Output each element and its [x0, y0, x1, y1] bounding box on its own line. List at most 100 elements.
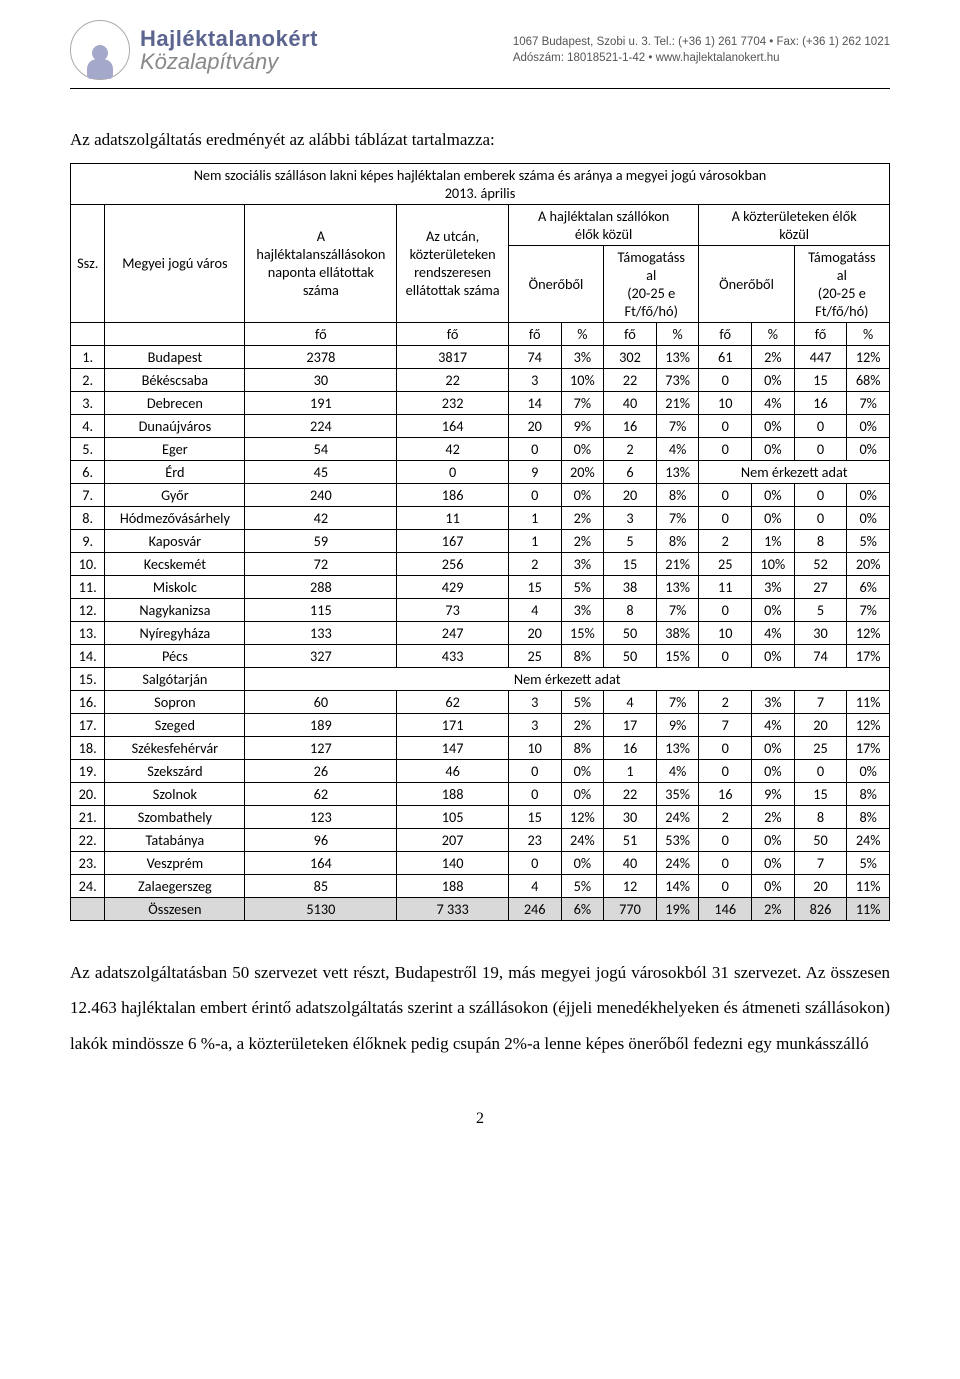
table-cell: Nagykanizsa — [105, 598, 245, 621]
table-cell: 11 — [699, 575, 752, 598]
table-cell: 15 — [508, 805, 561, 828]
table-cell: 0 — [508, 782, 561, 805]
table-cell: 19. — [71, 759, 105, 782]
table-cell: 7% — [847, 598, 890, 621]
table-cell: Szolnok — [105, 782, 245, 805]
table-row: 1.Budapest23783817743%30213%612%44712% — [71, 345, 890, 368]
table-cell: 16 — [699, 782, 752, 805]
units-blank — [105, 322, 245, 345]
table-cell: 2 — [699, 690, 752, 713]
table-cell: Zalaegerszeg — [105, 874, 245, 897]
table-cell: 0 — [699, 874, 752, 897]
table-cell: 8 — [604, 598, 657, 621]
table-cell: 13. — [71, 621, 105, 644]
table-cell: 0% — [752, 368, 795, 391]
unit-pct: % — [847, 322, 890, 345]
table-row: 13.Nyíregyháza1332472015%5038%104%3012% — [71, 621, 890, 644]
table-cell: 27 — [794, 575, 847, 598]
table-cell: 9% — [561, 414, 604, 437]
table-cell: 4% — [752, 391, 795, 414]
table-cell: 7% — [656, 690, 699, 713]
table-cell: 7 — [794, 690, 847, 713]
table-cell: 0 — [699, 828, 752, 851]
table-cell: 11 — [397, 506, 508, 529]
total-c1p: 6% — [561, 897, 604, 920]
table-cell: 127 — [245, 736, 397, 759]
units-blank — [71, 322, 105, 345]
table-cell: 0 — [699, 368, 752, 391]
table-cell: 9 — [508, 460, 561, 483]
table-cell: 60 — [245, 690, 397, 713]
table-cell: 0% — [752, 851, 795, 874]
table-cell: 0% — [752, 736, 795, 759]
table-cell: 186 — [397, 483, 508, 506]
table-row: 16.Sopron606235%47%23%711% — [71, 690, 890, 713]
table-cell: 10. — [71, 552, 105, 575]
table-row: 3.Debrecen191232147%4021%104%167% — [71, 391, 890, 414]
table-cell: 1% — [752, 529, 795, 552]
table-cell: 0 — [794, 759, 847, 782]
data-table: Nem szociális szálláson lakni képes hajl… — [70, 163, 890, 921]
table-cell: 0 — [794, 506, 847, 529]
table-cell: 164 — [245, 851, 397, 874]
table-cell: 133 — [245, 621, 397, 644]
table-cell: 12% — [847, 345, 890, 368]
table-cell: 51 — [604, 828, 657, 851]
table-cell: Szekszárd — [105, 759, 245, 782]
table-cell: Székesfehérvár — [105, 736, 245, 759]
unit-fo: fő — [245, 322, 397, 345]
table-caption: Nem szociális szálláson lakni képes hajl… — [71, 163, 890, 204]
table-cell: Veszprém — [105, 851, 245, 874]
table-cell: 42 — [245, 506, 397, 529]
table-row: 23.Veszprém16414000%4024%00%75% — [71, 851, 890, 874]
table-cell: 240 — [245, 483, 397, 506]
table-row: 8.Hódmezővásárhely421112%37%00%00% — [71, 506, 890, 529]
table-cell: 189 — [245, 713, 397, 736]
table-cell: 224 — [245, 414, 397, 437]
table-cell: 26 — [245, 759, 397, 782]
table-cell: 188 — [397, 874, 508, 897]
table-cell: 12% — [847, 713, 890, 736]
table-cell: 8% — [561, 644, 604, 667]
table-cell: 22 — [604, 782, 657, 805]
table-cell: 0 — [699, 644, 752, 667]
table-row: 18.Székesfehérvár127147108%1613%00%2517% — [71, 736, 890, 759]
table-cell: 327 — [245, 644, 397, 667]
table-cell: 23 — [508, 828, 561, 851]
table-cell: 2% — [752, 345, 795, 368]
table-cell: 50 — [794, 828, 847, 851]
table-cell: 247 — [397, 621, 508, 644]
org-logo-icon — [70, 20, 130, 80]
table-cell: 5% — [847, 851, 890, 874]
table-cell: 8 — [794, 805, 847, 828]
table-cell: 16 — [604, 736, 657, 759]
table-cell: 2 — [699, 805, 752, 828]
table-cell: 4. — [71, 414, 105, 437]
org-contact-line2: Adószám: 18018521-1-42 • www.hajlektalan… — [513, 50, 890, 66]
total-row: Összesen 5130 7 333 246 6% 770 19% 146 2… — [71, 897, 890, 920]
table-cell: 191 — [245, 391, 397, 414]
table-cell: 11% — [847, 874, 890, 897]
table-cell: 14. — [71, 644, 105, 667]
table-cell: 15. — [71, 667, 105, 690]
table-cell: 2 — [508, 552, 561, 575]
table-cell: 6% — [847, 575, 890, 598]
table-cell: 14 — [508, 391, 561, 414]
table-cell: Nem érkezett adat — [699, 460, 890, 483]
table-cell: 0% — [561, 782, 604, 805]
table-cell: 15 — [508, 575, 561, 598]
total-c2p: 19% — [656, 897, 699, 920]
table-cell: 3817 — [397, 345, 508, 368]
table-cell: 1 — [508, 506, 561, 529]
table-cell: 73 — [397, 598, 508, 621]
table-cell: 22 — [604, 368, 657, 391]
table-cell: 15% — [561, 621, 604, 644]
table-cell: 3% — [752, 575, 795, 598]
table-cell: Szombathely — [105, 805, 245, 828]
table-cell: 15 — [794, 782, 847, 805]
table-cell: 0% — [847, 414, 890, 437]
unit-fo: fő — [794, 322, 847, 345]
table-cell: Nem érkezett adat — [245, 667, 890, 690]
table-cell: Salgótarján — [105, 667, 245, 690]
table-cell: 0% — [752, 506, 795, 529]
